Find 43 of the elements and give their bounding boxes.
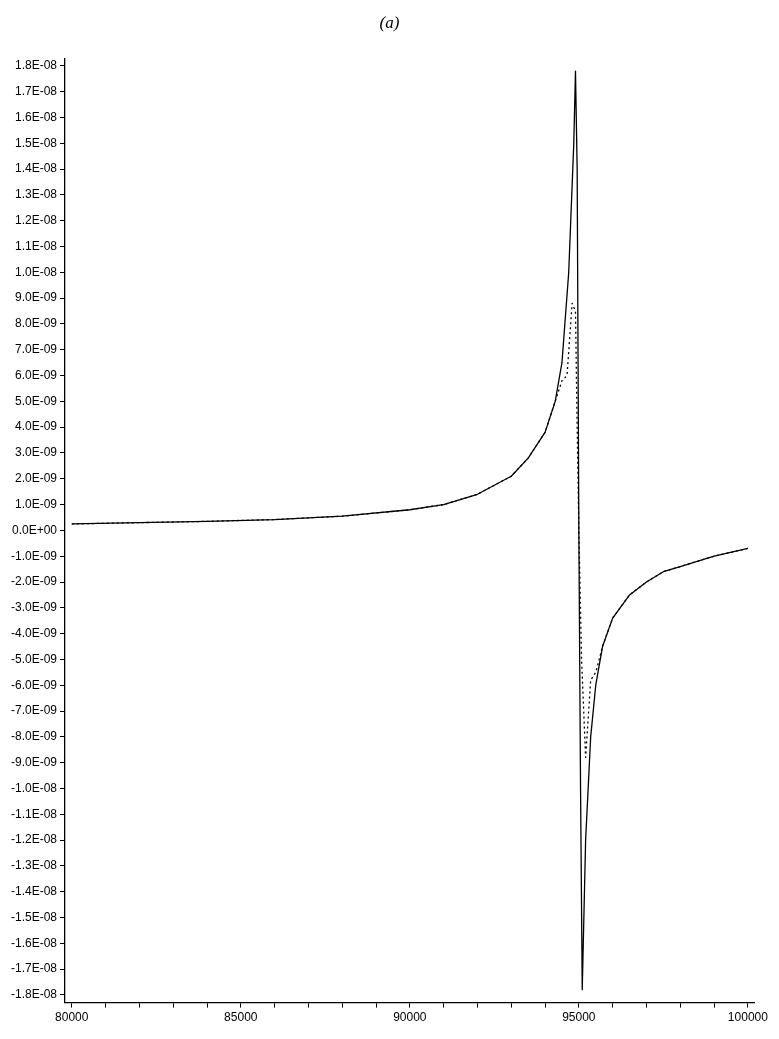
y-tick-label: 1.2E-08 xyxy=(14,213,58,228)
y-tick-label: -1.6E-08 xyxy=(10,935,58,950)
y-tick-label: 1.0E-08 xyxy=(14,264,58,279)
x-tick-label: 80000 xyxy=(55,1010,89,1025)
x-tick-label: 90000 xyxy=(393,1010,427,1025)
x-tick-label: 85000 xyxy=(224,1010,258,1025)
y-tick-label: -7.0E-09 xyxy=(10,703,58,718)
y-tick-label: -1.3E-08 xyxy=(10,858,58,873)
y-tick-label: -9.0E-09 xyxy=(10,754,58,769)
y-tick-label: -2.0E-09 xyxy=(10,574,58,589)
y-tick-label: 1.5E-08 xyxy=(14,135,58,150)
y-tick-label: -1.5E-08 xyxy=(10,909,58,924)
y-tick-label: 4.0E-09 xyxy=(14,419,58,434)
y-tick-label: 5.0E-09 xyxy=(14,393,58,408)
y-tick-label: -8.0E-09 xyxy=(10,729,58,744)
y-tick-label: -5.0E-09 xyxy=(10,651,58,666)
y-tick-label: -1.8E-08 xyxy=(10,987,58,1002)
y-tick-label: -1.0E-08 xyxy=(10,780,58,795)
y-tick-label: 8.0E-09 xyxy=(14,316,58,331)
y-tick-label: 9.0E-09 xyxy=(14,290,58,305)
x-tick-label: 95000 xyxy=(562,1010,596,1025)
y-tick-label: -1.0E-09 xyxy=(10,548,58,563)
y-tick-label: -6.0E-09 xyxy=(10,677,58,692)
y-tick-label: -1.4E-08 xyxy=(10,883,58,898)
y-tick-label: 1.3E-08 xyxy=(14,187,58,202)
y-tick-label: -1.1E-08 xyxy=(10,806,58,821)
y-tick-label: 1.4E-08 xyxy=(14,161,58,176)
y-tick-label: 1.0E-09 xyxy=(14,496,58,511)
y-tick-label: 1.7E-08 xyxy=(14,84,58,99)
chart-title: (a) xyxy=(378,12,401,34)
y-tick-label: -3.0E-09 xyxy=(10,600,58,615)
y-tick-label: -1.2E-08 xyxy=(10,832,58,847)
y-tick-label: -4.0E-09 xyxy=(10,625,58,640)
x-tick-label: 100000 xyxy=(727,1010,769,1025)
y-tick-label: 1.8E-08 xyxy=(14,58,58,73)
y-tick-label: -1.7E-08 xyxy=(10,961,58,976)
y-tick-label: 1.6E-08 xyxy=(14,109,58,124)
y-tick-label: 7.0E-09 xyxy=(14,342,58,357)
y-tick-label: 1.1E-08 xyxy=(14,238,58,253)
y-tick-label: 2.0E-09 xyxy=(14,471,58,486)
y-tick-label: 0.0E+00 xyxy=(11,522,58,537)
y-tick-label: 3.0E-09 xyxy=(14,445,58,460)
y-tick-label: 6.0E-09 xyxy=(14,367,58,382)
